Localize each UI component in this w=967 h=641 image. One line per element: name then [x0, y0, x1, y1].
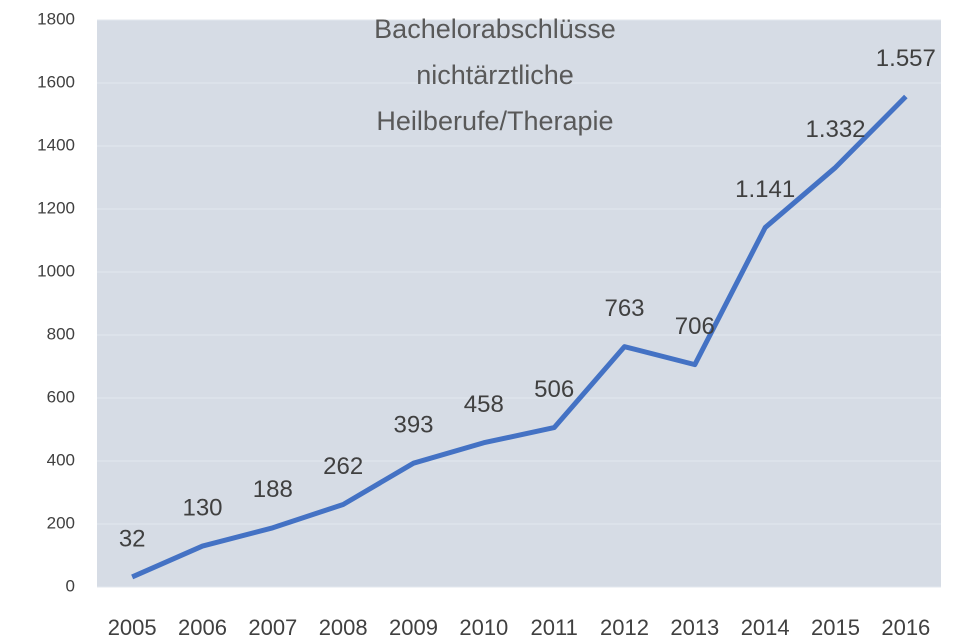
y-tick-label: 1600 [37, 72, 75, 91]
plot-area [97, 20, 941, 587]
y-tick-label: 800 [47, 324, 75, 343]
data-label: 130 [182, 494, 222, 521]
data-label: 393 [393, 412, 433, 439]
y-tick-label: 1400 [37, 135, 75, 154]
x-tick-label: 2015 [811, 615, 860, 640]
x-tick-label: 2007 [248, 615, 297, 640]
y-tick-label: 1800 [37, 9, 75, 28]
data-label: 763 [604, 295, 644, 322]
x-tick-label: 2012 [600, 615, 649, 640]
data-label: 188 [253, 476, 293, 503]
chart-title-box: Bachelorabschlüsse nichtärztliche Heilbe… [220, 6, 770, 144]
data-label: 262 [323, 453, 363, 480]
data-label: 1.332 [805, 116, 865, 143]
x-tick-label: 2016 [881, 615, 930, 640]
x-tick-label: 2005 [108, 615, 157, 640]
x-tick-label: 2014 [741, 615, 790, 640]
x-tick-label: 2011 [531, 615, 578, 640]
y-tick-label: 1200 [37, 198, 75, 217]
data-label: 1.141 [735, 176, 795, 203]
y-tick-label: 1000 [37, 261, 75, 280]
x-tick-label: 2013 [670, 615, 719, 640]
y-tick-label: 0 [66, 576, 75, 595]
y-tick-label: 600 [47, 387, 75, 406]
y-tick-label: 400 [47, 450, 75, 469]
x-tick-label: 2009 [389, 615, 438, 640]
x-tick-label: 2008 [319, 615, 368, 640]
data-label: 506 [534, 376, 574, 403]
data-label: 1.557 [876, 45, 936, 72]
data-label: 706 [675, 313, 715, 340]
x-tick-label: 2006 [178, 615, 227, 640]
x-tick-label: 2010 [459, 615, 508, 640]
data-label: 32 [119, 525, 146, 552]
data-line [131, 94, 908, 580]
data-label: 458 [464, 391, 504, 418]
y-tick-label: 200 [47, 513, 75, 532]
chart-title: Bachelorabschlüsse nichtärztliche Heilbe… [374, 14, 616, 136]
